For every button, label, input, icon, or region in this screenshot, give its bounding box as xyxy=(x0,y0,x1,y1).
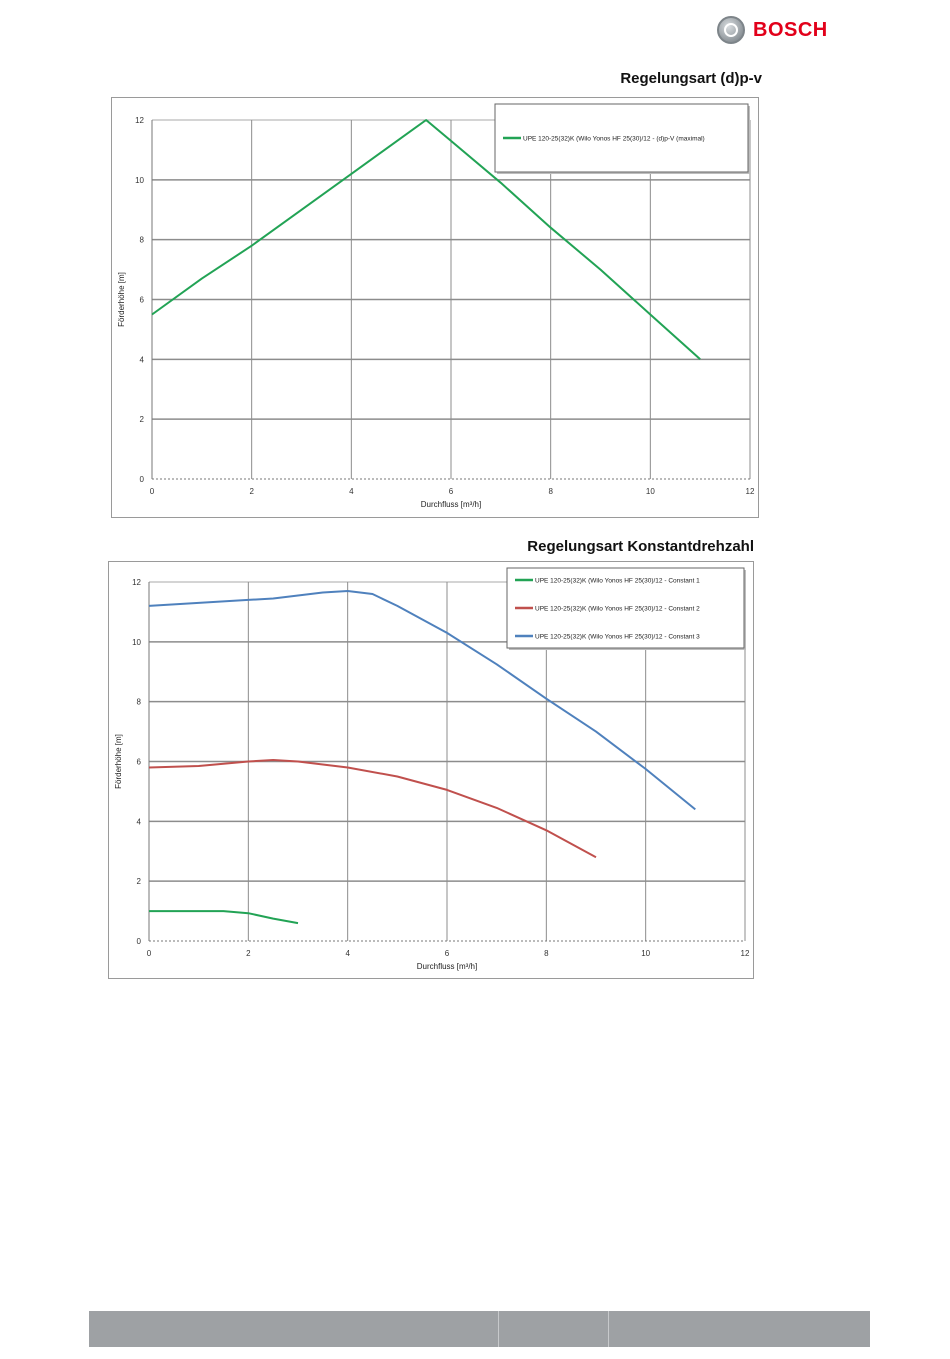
chart-2-y-tick-label: 8 xyxy=(137,698,142,707)
chart-2-x-axis-label: Durchfluss [m³/h] xyxy=(417,962,477,971)
chart-2-series-1-line xyxy=(149,910,299,925)
chart-1-series-1-line xyxy=(151,119,701,361)
footer-cell-3 xyxy=(609,1311,870,1347)
chart-2-y-tick-label: 4 xyxy=(137,817,142,826)
chart-2-legend-label-1: UPE 120-25(32)K (Wilo Yonos HF 25(30)/12… xyxy=(535,578,700,585)
chart-2-svg: 0 2 4 6 8 10 12 0 2 4 6 8 10 12 Durchfluss [m³/h] Förde… xyxy=(114,567,750,971)
chart-2-series-3-line xyxy=(148,590,696,811)
chart-1-legend xyxy=(494,103,749,173)
chart-2: 0 2 4 6 8 10 12 0 2 4 6 8 10 12 Durchfluss [m³/h] Förde… xyxy=(108,561,754,979)
chart-2-x-tick-label: 0 xyxy=(147,949,152,958)
chart-1-x-tick-label: 8 xyxy=(548,487,553,496)
brand-name: BOSCH xyxy=(753,18,828,41)
chart-1-y-tick-label: 12 xyxy=(135,116,144,125)
chart-2-x-tick-label: 4 xyxy=(345,949,350,958)
bosch-armature-icon xyxy=(717,16,745,44)
chart-2-y-tick-label: 2 xyxy=(137,877,142,886)
brand-logo: BOSCH xyxy=(717,14,828,46)
chart-1-title: Regelungsart (d)p-v xyxy=(620,70,762,87)
footer-cell-2 xyxy=(499,1311,609,1347)
chart-2-legend xyxy=(506,567,745,649)
chart-1-y-tick-label: 10 xyxy=(135,176,144,185)
chart-2-legend-label-3: UPE 120-25(32)K (Wilo Yonos HF 25(30)/12… xyxy=(535,634,700,641)
chart-2-x-tick-label: 6 xyxy=(445,949,450,958)
chart-1-x-tick-label: 12 xyxy=(746,487,755,496)
footer-cell-1 xyxy=(89,1311,499,1347)
chart-2-y-tick-label: 6 xyxy=(137,758,142,767)
chart-1-x-tick-label: 4 xyxy=(349,487,354,496)
chart-2-x-tick-label: 12 xyxy=(741,949,750,958)
chart-2-y-tick-label: 0 xyxy=(137,937,142,946)
chart-1-x-axis-label: Durchfluss [m³/h] xyxy=(421,500,481,509)
chart-1-x-tick-label: 0 xyxy=(150,487,155,496)
chart-1-y-tick-label: 4 xyxy=(140,355,145,364)
chart-2-x-tick-label: 8 xyxy=(544,949,549,958)
chart-2-y-tick-label: 12 xyxy=(132,578,141,587)
chart-1-y-tick-label: 8 xyxy=(140,236,145,245)
chart-1-legend-label-1: UPE 120-25(32)K (Wilo Yonos HF 25(30)/12… xyxy=(523,136,705,143)
chart-1-y-tick-label: 0 xyxy=(140,475,145,484)
chart-2-y-tick-label: 10 xyxy=(132,638,141,647)
chart-1-svg: 0 2 4 6 8 10 12 0 2 4 6 8 10 12 Durchfluss [m³/h] Förde… xyxy=(117,103,755,509)
chart-2-x-tick-label: 2 xyxy=(246,949,251,958)
chart-2-title: Regelungsart Konstantdrehzahl xyxy=(527,538,754,555)
chart-2-series-2-line xyxy=(148,759,597,859)
chart-1: 0 2 4 6 8 10 12 0 2 4 6 8 10 12 Durchfluss [m³/h] Förde… xyxy=(111,97,759,518)
chart-1-y-tick-label: 2 xyxy=(140,415,145,424)
chart-1-x-tick-label: 2 xyxy=(249,487,254,496)
chart-2-y-axis-label: Förderhöhe [m] xyxy=(114,734,123,789)
chart-1-y-axis-label: Förderhöhe [m] xyxy=(117,272,126,327)
chart-2-x-tick-label: 10 xyxy=(641,949,650,958)
footer-bar xyxy=(89,1311,870,1347)
chart-2-legend-label-2: UPE 120-25(32)K (Wilo Yonos HF 25(30)/12… xyxy=(535,606,700,613)
chart-1-x-tick-label: 10 xyxy=(646,487,655,496)
chart-1-y-tick-label: 6 xyxy=(140,296,145,305)
chart-1-x-tick-label: 6 xyxy=(449,487,454,496)
